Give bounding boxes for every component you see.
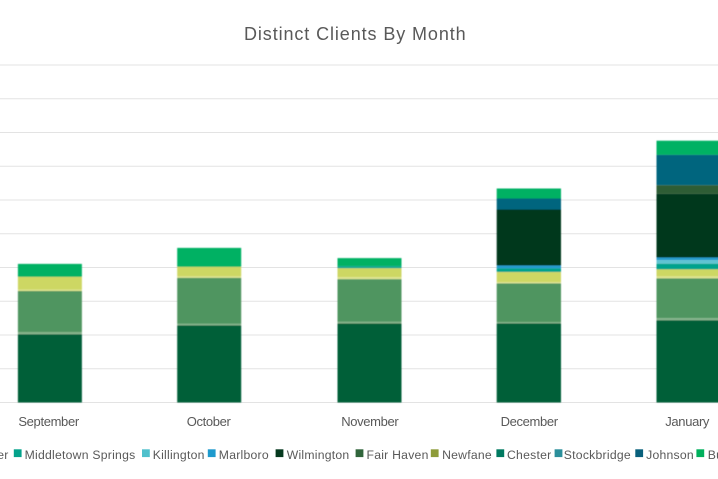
svg-text:January: January (665, 414, 710, 429)
svg-text:Killington: Killington (153, 448, 205, 462)
svg-text:September: September (18, 414, 79, 429)
svg-text:Newfane: Newfane (442, 448, 492, 462)
svg-text:Wilmington: Wilmington (287, 448, 350, 462)
svg-text:Marlboro: Marlboro (219, 448, 269, 462)
svg-text:Bu: Bu (708, 448, 718, 462)
svg-text:Distinct Clients By Month: Distinct Clients By Month (244, 24, 467, 44)
svg-text:October: October (187, 414, 232, 429)
svg-text:Johnson: Johnson (646, 448, 694, 462)
svg-text:Chester: Chester (507, 448, 551, 462)
svg-text:November: November (341, 414, 399, 429)
svg-text:er: er (0, 448, 9, 462)
svg-text:Middletown Springs: Middletown Springs (25, 448, 136, 462)
svg-text:December: December (501, 414, 559, 429)
svg-text:Fair Haven: Fair Haven (367, 448, 429, 462)
svg-text:Stockbridge: Stockbridge (564, 448, 631, 462)
